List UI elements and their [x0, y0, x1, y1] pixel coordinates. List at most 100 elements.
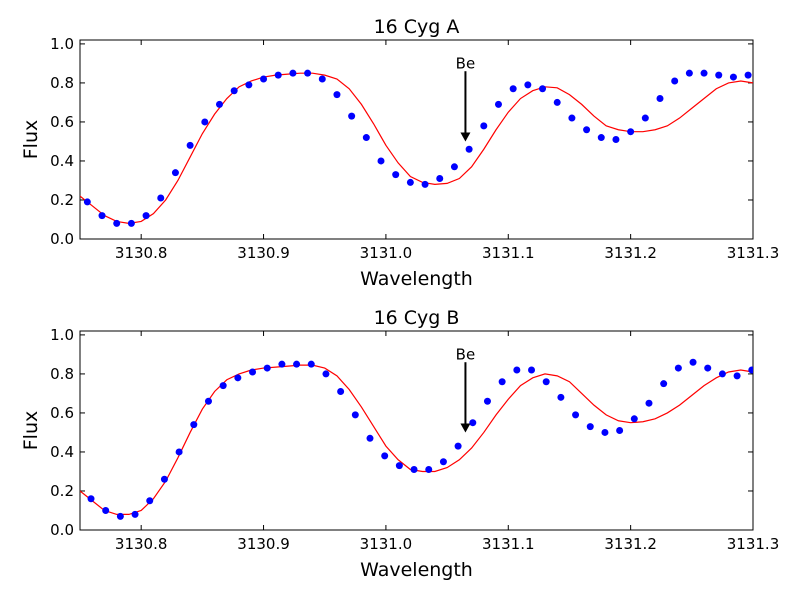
data-point	[498, 378, 506, 386]
x-tick-label: 3130.9	[237, 244, 290, 262]
data-point	[718, 370, 726, 378]
data-point	[612, 136, 620, 143]
y-tick-label: 0.2	[50, 191, 74, 209]
y-tick-label: 0.8	[50, 74, 74, 92]
data-point	[289, 69, 297, 77]
y-tick-label: 1.0	[50, 35, 74, 53]
y-tick-label: 0.6	[50, 404, 74, 422]
data-point	[98, 212, 106, 220]
data-point	[113, 219, 121, 227]
data-point	[715, 71, 723, 79]
data-point	[557, 393, 565, 401]
y-axis-label: Flux	[20, 120, 42, 160]
data-point	[190, 421, 198, 429]
panel-16-cyg-b: 16 Cyg B 3130.8 3130.9 3131.0 3131.1 3131.2 31…	[20, 307, 779, 581]
data-point	[219, 382, 227, 390]
y-tick-label: 0.4	[50, 443, 74, 461]
data-point	[660, 380, 668, 388]
y-tick-label: 0.8	[50, 365, 74, 383]
data-point	[293, 360, 301, 368]
data-point	[748, 366, 753, 374]
chart-title: 16 Cyg B	[374, 307, 460, 329]
y-tick-label: 0.2	[50, 482, 74, 500]
data-point	[674, 364, 682, 372]
x-axis-label: Wavelength	[360, 268, 473, 290]
data-point	[689, 358, 697, 366]
data-point	[729, 73, 737, 81]
model-line	[80, 72, 753, 224]
data-point	[366, 434, 374, 442]
data-point	[469, 419, 477, 427]
data-point	[568, 114, 576, 122]
data-point	[230, 87, 238, 95]
data-point	[274, 71, 282, 79]
data-point	[392, 171, 400, 179]
data-point	[656, 95, 664, 103]
x-tick-label: 3131.3	[727, 535, 780, 553]
data-point	[381, 452, 389, 460]
data-point	[572, 411, 580, 419]
data-point	[337, 387, 345, 395]
data-point	[425, 466, 433, 474]
data-point	[509, 85, 517, 93]
data-point	[494, 100, 502, 108]
data-point	[480, 122, 488, 130]
data-point	[524, 81, 532, 89]
data-point	[465, 145, 473, 153]
data-point	[685, 69, 693, 77]
x-tick-label: 3130.8	[115, 244, 168, 262]
data-point	[307, 360, 315, 368]
data-point	[421, 180, 429, 188]
data-point	[83, 198, 91, 206]
data-point	[627, 128, 635, 136]
data-point	[142, 212, 150, 220]
x-tick-label: 3131.2	[604, 535, 657, 553]
data-point	[204, 397, 212, 405]
data-point	[215, 100, 223, 108]
data-point	[245, 81, 253, 89]
data-point	[146, 497, 154, 505]
annotation-arrow-head	[460, 132, 471, 142]
data-point	[744, 71, 752, 79]
panel-16-cyg-a: 16 Cyg A 3130.8 3130.9 3131.0 3131.1 3131.2 31…	[20, 16, 779, 290]
data-point	[454, 442, 462, 450]
y-axis-label: Flux	[20, 411, 42, 451]
data-point	[171, 169, 179, 177]
data-point	[322, 370, 330, 378]
y-tick-label: 0.6	[50, 113, 74, 131]
x-tick-label: 3131.1	[482, 244, 535, 262]
x-axis-label: Wavelength	[360, 559, 473, 581]
data-point	[249, 368, 257, 376]
data-point	[436, 175, 444, 183]
y-tick-label: 0.0	[50, 230, 74, 248]
data-point	[601, 428, 609, 436]
data-point	[351, 411, 359, 419]
x-tick-label: 3131.1	[482, 535, 535, 553]
y-tick-label: 1.0	[50, 326, 74, 344]
data-point	[87, 495, 95, 503]
data-point	[450, 163, 458, 171]
data-point	[333, 91, 341, 99]
axes-frame	[79, 330, 754, 531]
data-point	[542, 378, 550, 386]
data-point	[539, 85, 547, 93]
data-point	[201, 118, 209, 126]
x-tick-label: 3131.2	[604, 244, 657, 262]
data-point	[483, 397, 491, 405]
data-point	[278, 360, 286, 368]
data-point	[641, 114, 649, 122]
y-tick-label: 0.0	[50, 521, 74, 539]
data-point	[410, 466, 418, 474]
data-point	[175, 448, 183, 456]
data-point	[586, 423, 594, 431]
chart-title: 16 Cyg A	[374, 16, 460, 38]
data-point	[318, 75, 326, 83]
data-point	[102, 506, 110, 514]
y-tick-label: 0.4	[50, 152, 74, 170]
data-point	[616, 427, 624, 434]
data-point	[733, 372, 741, 380]
data-point	[671, 77, 679, 85]
data-point	[597, 134, 605, 142]
data-point	[528, 366, 536, 374]
